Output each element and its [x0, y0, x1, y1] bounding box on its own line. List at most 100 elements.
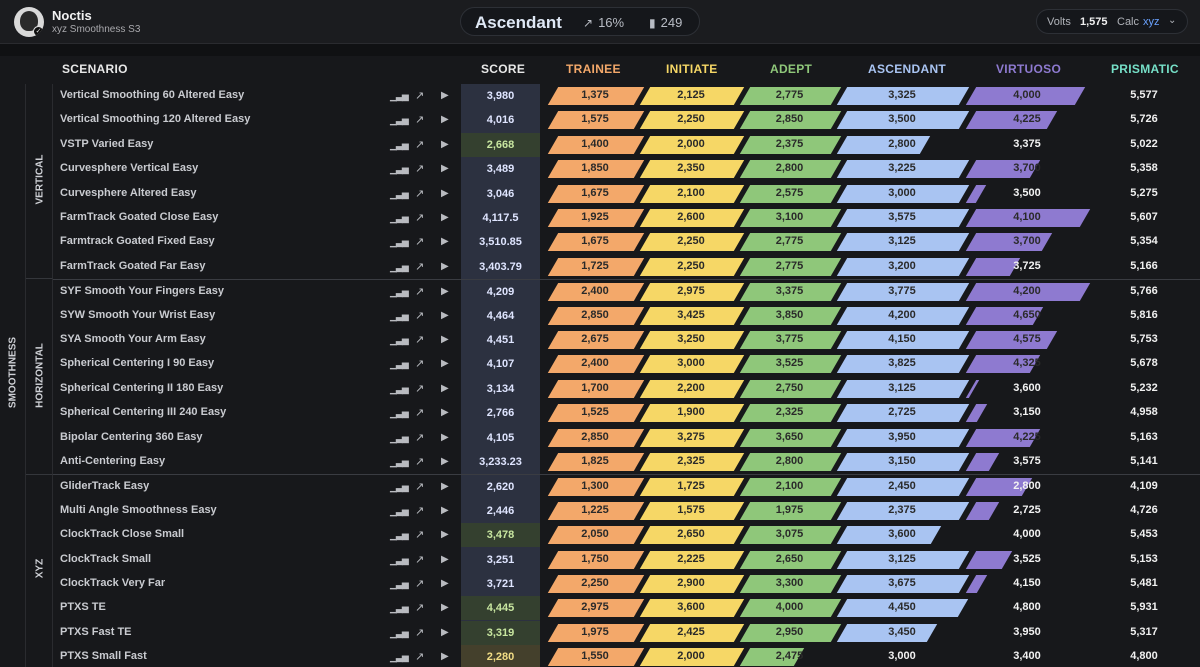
- leaderboard-icon[interactable]: ▁▃▅: [390, 432, 409, 443]
- history-trend-icon[interactable]: ↗: [415, 431, 425, 444]
- play-icon[interactable]: ▶: [441, 114, 449, 126]
- table-row[interactable]: VSTP Varied Easy ▁▃▅ ↗ ▶ 2,668 1,400 2,000 2,37…: [53, 132, 1200, 157]
- table-row[interactable]: Anti-Centering Easy ▁▃▅ ↗ ▶ 3,233.23 1,825 2,3…: [53, 450, 1200, 474]
- history-trend-icon[interactable]: ↗: [415, 553, 425, 566]
- leaderboard-icon[interactable]: ▁▃▅: [390, 579, 409, 589]
- history-trend-icon[interactable]: ↗: [415, 358, 425, 371]
- history-trend-icon[interactable]: ↗: [415, 651, 425, 664]
- play-icon[interactable]: ▶: [441, 553, 449, 565]
- history-trend-icon[interactable]: ↗: [415, 481, 425, 494]
- play-icon[interactable]: ▶: [441, 187, 449, 199]
- leaderboard-icon[interactable]: ▁▃▅: [390, 627, 409, 638]
- table-row[interactable]: Vertical Smoothing 60 Altered Easy ▁▃▅ ↗ ▶ 3…: [53, 84, 1200, 108]
- table-row[interactable]: SYW Smooth Your Wrist Easy ▁▃▅ ↗ ▶ 4,464 2,85…: [53, 304, 1200, 328]
- leaderboard-icon[interactable]: ▁▃▅: [390, 91, 409, 101]
- play-icon[interactable]: ▶: [441, 286, 449, 298]
- leaderboard-icon[interactable]: ▁▃▅: [390, 287, 409, 298]
- history-trend-icon[interactable]: ↗: [415, 309, 425, 322]
- scenario-name[interactable]: PTXS Small Fast: [60, 650, 147, 663]
- leaderboard-icon[interactable]: ▁▃▅: [390, 603, 409, 614]
- play-icon[interactable]: ▶: [441, 163, 449, 175]
- history-trend-icon[interactable]: ↗: [415, 407, 425, 420]
- table-row[interactable]: Curvesphere Vertical Easy ▁▃▅ ↗ ▶ 3,489 1,850…: [53, 157, 1200, 181]
- history-trend-icon[interactable]: ↗: [415, 163, 425, 176]
- scenario-name[interactable]: SYF Smooth Your Fingers Easy: [60, 285, 225, 298]
- table-row[interactable]: Curvesphere Altered Easy ▁▃▅ ↗ ▶ 3,046 1,675 2…: [53, 182, 1200, 206]
- table-row[interactable]: ClockTrack Very Far ▁▃▅ ↗ ▶ 3,721 2,250 2,900 3…: [53, 572, 1200, 596]
- leaderboard-icon[interactable]: ▁▃▅: [390, 408, 409, 419]
- leaderboard-icon[interactable]: ▁▃▅: [390, 164, 409, 175]
- history-trend-icon[interactable]: ↗: [415, 578, 425, 590]
- table-row[interactable]: PTXS Fast TE ▁▃▅ ↗ ▶ 3,319 1,975 2,425 2,950 3,4…: [53, 620, 1200, 645]
- scenario-name[interactable]: SYW Smooth Your Wrist Easy: [60, 308, 216, 321]
- leaderboard-icon[interactable]: ▁▃▅: [390, 213, 409, 223]
- scenario-name[interactable]: PTXS Fast TE: [60, 625, 132, 638]
- scenario-name[interactable]: Curvesphere Vertical Easy: [60, 162, 199, 175]
- history-trend-icon[interactable]: ↗: [415, 114, 425, 127]
- leaderboard-icon[interactable]: ▁▃▅: [390, 261, 409, 272]
- play-icon[interactable]: ▶: [441, 260, 449, 272]
- history-trend-icon[interactable]: ↗: [415, 212, 425, 224]
- leaderboard-icon[interactable]: ▁▃▅: [390, 482, 409, 493]
- history-trend-icon[interactable]: ↗: [415, 260, 425, 273]
- history-trend-icon[interactable]: ↗: [415, 334, 425, 346]
- play-icon[interactable]: ▶: [441, 504, 449, 516]
- play-icon[interactable]: ▶: [441, 431, 449, 443]
- avatar[interactable]: ✓: [14, 7, 44, 37]
- scenario-name[interactable]: Bipolar Centering 360 Easy: [60, 430, 203, 443]
- play-icon[interactable]: ▶: [441, 456, 449, 467]
- scenario-name[interactable]: Spherical Centering III 240 Easy: [60, 406, 227, 419]
- play-icon[interactable]: ▶: [441, 90, 449, 101]
- table-row[interactable]: Spherical Centering III 240 Easy ▁▃▅ ↗ ▶ 2,7…: [53, 401, 1200, 425]
- play-icon[interactable]: ▶: [441, 358, 449, 370]
- leaderboard-icon[interactable]: ▁▃▅: [390, 652, 409, 663]
- table-row[interactable]: Bipolar Centering 360 Easy ▁▃▅ ↗ ▶ 4,105 2,85…: [53, 426, 1200, 450]
- table-row[interactable]: FarmTrack Goated Close Easy ▁▃▅ ↗ ▶ 4,117.5 1…: [53, 206, 1200, 230]
- history-trend-icon[interactable]: ↗: [415, 187, 425, 200]
- play-icon[interactable]: ▶: [441, 602, 449, 614]
- scenario-name[interactable]: Multi Angle Smoothness Easy: [60, 503, 217, 516]
- leaderboard-icon[interactable]: ▁▃▅: [390, 383, 409, 394]
- volts-calc-selector[interactable]: Volts 1,575 Calc xyz ⌄: [1036, 9, 1188, 34]
- scenario-name[interactable]: VSTP Varied Easy: [60, 137, 154, 150]
- play-icon[interactable]: ▶: [441, 382, 449, 394]
- history-trend-icon[interactable]: ↗: [415, 626, 425, 639]
- leaderboard-icon[interactable]: ▁▃▅: [390, 188, 409, 199]
- table-row[interactable]: Vertical Smoothing 120 Altered Easy ▁▃▅ ↗ ▶…: [53, 108, 1200, 132]
- leaderboard-icon[interactable]: ▁▃▅: [390, 554, 409, 565]
- play-icon[interactable]: ▶: [441, 236, 449, 248]
- leaderboard-icon[interactable]: ▁▃▅: [390, 237, 409, 248]
- chevron-down-icon[interactable]: ⌄: [1168, 15, 1177, 26]
- history-trend-icon[interactable]: ↗: [415, 90, 425, 102]
- table-row[interactable]: Spherical Centering I 90 Easy ▁▃▅ ↗ ▶ 4,107 2…: [53, 352, 1200, 376]
- play-icon[interactable]: ▶: [441, 407, 449, 419]
- history-trend-icon[interactable]: ↗: [415, 286, 425, 299]
- history-trend-icon[interactable]: ↗: [415, 382, 425, 395]
- history-trend-icon[interactable]: ↗: [415, 456, 425, 468]
- table-row[interactable]: Spherical Centering II 180 Easy ▁▃▅ ↗ ▶ 3,13…: [53, 377, 1200, 401]
- play-icon[interactable]: ▶: [441, 138, 449, 150]
- scenario-name[interactable]: ClockTrack Very Far: [60, 577, 166, 589]
- table-row[interactable]: Farmtrack Goated Fixed Easy ▁▃▅ ↗ ▶ 3,510.85…: [53, 230, 1200, 254]
- scenario-name[interactable]: Curvesphere Altered Easy: [60, 186, 197, 199]
- table-row[interactable]: SYF Smooth Your Fingers Easy ▁▃▅ ↗ ▶ 4,209 2,…: [53, 279, 1200, 303]
- history-trend-icon[interactable]: ↗: [415, 138, 425, 151]
- table-row[interactable]: GliderTrack Easy ▁▃▅ ↗ ▶ 2,620 1,300 1,725 2,10…: [53, 474, 1200, 498]
- scenario-name[interactable]: Farmtrack Goated Fixed Easy: [60, 235, 215, 248]
- scenario-name[interactable]: Spherical Centering II 180 Easy: [60, 381, 224, 394]
- play-icon[interactable]: ▶: [441, 578, 449, 589]
- history-trend-icon[interactable]: ↗: [415, 602, 425, 615]
- leaderboard-icon[interactable]: ▁▃▅: [390, 530, 409, 541]
- leaderboard-icon[interactable]: ▁▃▅: [390, 335, 409, 345]
- scenario-name[interactable]: Spherical Centering I 90 Easy: [60, 357, 215, 370]
- table-row[interactable]: FarmTrack Goated Far Easy ▁▃▅ ↗ ▶ 3,403.79 1,…: [53, 255, 1200, 279]
- table-row[interactable]: ClockTrack Small ▁▃▅ ↗ ▶ 3,251 1,750 2,225 2,65…: [53, 548, 1200, 572]
- table-row[interactable]: Multi Angle Smoothness Easy ▁▃▅ ↗ ▶ 2,446 1,2…: [53, 499, 1200, 523]
- scenario-name[interactable]: FarmTrack Goated Close Easy: [60, 211, 219, 223]
- play-icon[interactable]: ▶: [441, 334, 449, 345]
- table-row[interactable]: ClockTrack Close Small ▁▃▅ ↗ ▶ 3,478 2,050 2,6…: [53, 523, 1200, 548]
- scenario-name[interactable]: PTXS TE: [60, 601, 106, 614]
- scenario-name[interactable]: ClockTrack Small: [60, 552, 152, 565]
- scenario-name[interactable]: ClockTrack Close Small: [60, 528, 185, 541]
- play-icon[interactable]: ▶: [441, 626, 449, 638]
